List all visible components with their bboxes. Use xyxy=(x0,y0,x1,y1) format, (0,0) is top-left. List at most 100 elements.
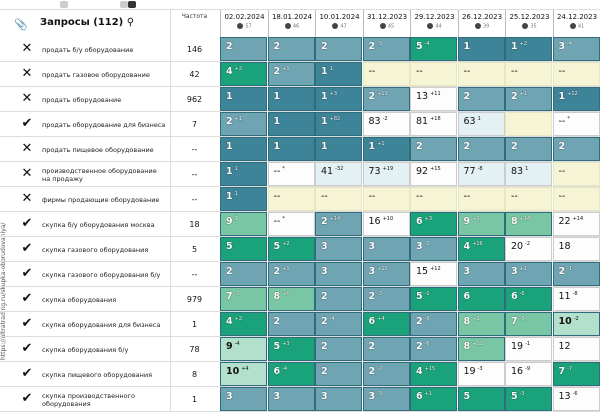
position-cell[interactable]: 2 xyxy=(457,87,505,111)
position-cell[interactable]: 12 xyxy=(552,337,600,361)
position-cell[interactable]: 2 xyxy=(267,37,315,61)
position-cell[interactable]: 2 xyxy=(552,137,600,161)
position-cell[interactable]: 3 xyxy=(267,387,315,411)
position-cell[interactable]: -- xyxy=(505,187,552,211)
position-cell[interactable]: 3 -4 xyxy=(552,37,600,61)
position-cell[interactable]: 6 -6 xyxy=(505,287,552,311)
position-cell[interactable]: 2 xyxy=(315,337,362,361)
check-icon[interactable]: ✔ xyxy=(21,366,33,381)
position-cell[interactable]: 3 xyxy=(457,262,505,286)
position-cell[interactable]: 5 +3 xyxy=(267,337,315,361)
position-cell[interactable]: 5 +2 xyxy=(267,237,315,261)
position-cell[interactable]: 4 +2 xyxy=(220,62,267,86)
position-cell[interactable]: 8 +11 xyxy=(457,337,505,361)
position-cell[interactable]: -- xyxy=(457,187,505,211)
position-cell[interactable]: 22 +14 xyxy=(552,212,600,236)
position-cell[interactable]: 2 -4 xyxy=(315,312,362,336)
position-cell[interactable]: 1 xyxy=(220,137,267,161)
position-cell[interactable]: 1 +3 xyxy=(315,87,362,111)
position-cell[interactable]: 5 xyxy=(220,237,267,261)
position-cell[interactable]: 2 +1 xyxy=(267,62,315,86)
position-cell[interactable]: 73 +19 xyxy=(362,162,410,186)
position-cell[interactable]: 2 xyxy=(220,262,267,286)
position-cell[interactable]: 1 xyxy=(220,87,267,111)
check-icon[interactable]: ✔ xyxy=(21,241,33,256)
position-cell[interactable]: 2 xyxy=(315,287,362,311)
position-cell[interactable]: 92 +15 xyxy=(410,162,457,186)
position-cell[interactable]: -- * xyxy=(267,212,315,236)
position-cell[interactable]: 3 +1 xyxy=(505,262,552,286)
position-cell[interactable]: -- xyxy=(552,162,600,186)
cross-icon[interactable]: ✕ xyxy=(21,191,33,206)
position-cell[interactable]: -- xyxy=(267,187,315,211)
position-cell[interactable]: 13 +11 xyxy=(410,87,457,111)
position-cell[interactable]: 3 +12 xyxy=(362,262,410,286)
frequency-header[interactable]: Частота xyxy=(170,10,218,37)
position-cell[interactable]: 7 -8 xyxy=(505,312,552,336)
position-cell[interactable]: 2 -1 xyxy=(552,262,600,286)
position-cell[interactable]: 8 +6 xyxy=(267,287,315,311)
check-icon[interactable]: ✔ xyxy=(21,316,33,331)
position-cell[interactable]: 6 +4 xyxy=(362,312,410,336)
date-column-header[interactable]: 24.12.2023 41 xyxy=(552,10,600,37)
position-cell[interactable]: 1 xyxy=(315,137,362,161)
position-cell[interactable]: -- xyxy=(552,187,600,211)
position-cell[interactable]: 2 xyxy=(315,37,362,61)
position-cell[interactable]: 2 xyxy=(220,37,267,61)
position-cell[interactable]: 1 +2 xyxy=(505,37,552,61)
date-column-header[interactable]: 26.12.2023 39 xyxy=(457,10,506,37)
check-icon[interactable]: ✔ xyxy=(21,216,33,231)
position-cell[interactable]: -- * xyxy=(267,162,315,186)
position-cell[interactable]: 4 +16 xyxy=(457,237,505,261)
position-cell[interactable]: 19 -3 xyxy=(457,362,505,386)
export-icon[interactable] xyxy=(128,1,136,8)
position-cell[interactable]: 6 -4 xyxy=(267,362,315,386)
position-cell[interactable]: 5 xyxy=(457,387,505,411)
position-cell[interactable]: 6 +3 xyxy=(410,212,457,236)
position-cell[interactable]: 2 xyxy=(362,337,410,361)
paperclip-icon[interactable]: 📎 xyxy=(14,18,28,31)
position-cell[interactable]: 83 -2 xyxy=(362,112,410,136)
position-cell[interactable]: 1 +82 xyxy=(315,112,362,136)
position-cell[interactable]: 81 +18 xyxy=(410,112,457,136)
position-cell[interactable]: 9 +1 xyxy=(457,212,505,236)
position-cell[interactable]: 77 -8 xyxy=(457,162,505,186)
position-cell[interactable]: 5 -1 xyxy=(410,287,457,311)
position-cell[interactable]: 18 xyxy=(552,237,600,261)
position-cell[interactable]: -- xyxy=(457,62,505,86)
position-cell[interactable]: 2 xyxy=(457,137,505,161)
date-column-header[interactable]: 02.02.2024 57 xyxy=(220,10,268,37)
position-cell[interactable]: -- xyxy=(410,62,457,86)
cross-icon[interactable]: ✕ xyxy=(21,141,33,156)
position-cell[interactable]: 13 -6 xyxy=(552,387,600,411)
position-cell[interactable]: -- xyxy=(315,187,362,211)
position-cell[interactable]: -- xyxy=(410,187,457,211)
date-column-header[interactable]: 29.12.2023 44 xyxy=(410,10,458,37)
position-cell[interactable]: 83 1 xyxy=(505,162,552,186)
position-cell[interactable]: 3 xyxy=(315,387,362,411)
position-cell[interactable]: 2 -3 xyxy=(362,287,410,311)
position-cell[interactable]: 1 xyxy=(267,112,315,136)
position-cell[interactable]: 1 xyxy=(457,37,505,61)
position-cell[interactable]: 20 -2 xyxy=(505,237,552,261)
position-cell[interactable] xyxy=(505,112,552,136)
position-cell[interactable]: 1 xyxy=(267,137,315,161)
position-cell[interactable]: 4 +15 xyxy=(410,362,457,386)
date-column-header[interactable]: 18.01.2024 46 xyxy=(267,10,316,37)
position-cell[interactable]: 2 -2 xyxy=(362,362,410,386)
position-cell[interactable]: 10 -2 xyxy=(552,312,600,336)
position-cell[interactable]: 10 +4 xyxy=(220,362,267,386)
position-cell[interactable]: 2 +11 xyxy=(362,87,410,111)
cross-icon[interactable]: ✕ xyxy=(21,91,33,106)
position-cell[interactable]: 5 -3 xyxy=(505,387,552,411)
position-cell[interactable]: 41 -32 xyxy=(315,162,362,186)
position-cell[interactable]: 11 -8 xyxy=(552,287,600,311)
toolbar-icon[interactable] xyxy=(120,1,128,8)
position-cell[interactable]: 2 xyxy=(315,362,362,386)
position-cell[interactable]: 6 +1 xyxy=(410,387,457,411)
position-cell[interactable]: 2 -6 xyxy=(410,337,457,361)
